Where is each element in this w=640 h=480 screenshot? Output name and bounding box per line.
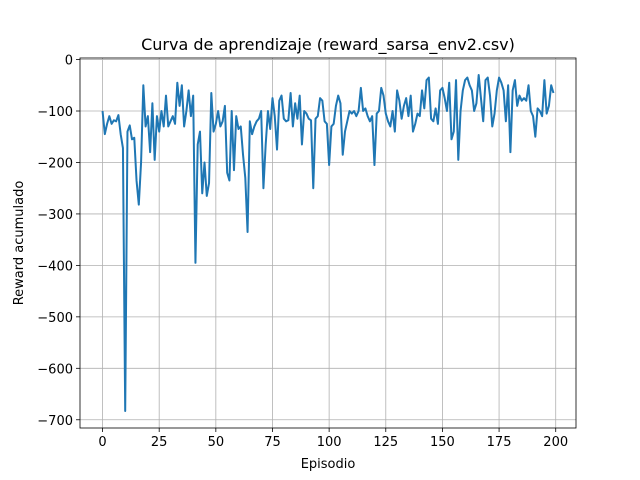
- chart-title: Curva de aprendizaje (reward_sarsa_env2.…: [141, 35, 515, 55]
- y-tick-label: −200: [37, 156, 73, 171]
- x-tick-label: 200: [543, 435, 568, 450]
- x-tick-label: 150: [430, 435, 455, 450]
- x-tick-label: 125: [373, 435, 398, 450]
- y-tick-label: −300: [37, 208, 73, 223]
- y-tick-label: −100: [37, 105, 73, 120]
- y-tick-label: −600: [37, 362, 73, 377]
- y-tick-label: −500: [37, 311, 73, 326]
- x-tick-label: 75: [264, 435, 281, 450]
- data-line: [101, 73, 555, 413]
- x-axis-label: Episodio: [301, 457, 356, 472]
- y-tick-label: −400: [37, 259, 73, 274]
- x-tick-label: 25: [151, 435, 168, 450]
- x-tick-label: 175: [487, 435, 512, 450]
- y-tick-label: −700: [37, 414, 73, 429]
- x-tick-label: 50: [208, 435, 225, 450]
- plot-frame: [79, 57, 577, 429]
- y-tick-label: 0: [65, 54, 73, 69]
- x-tick-label: 0: [98, 435, 106, 450]
- y-axis-label: Reward acumulado: [12, 181, 27, 306]
- x-tick-label: 100: [317, 435, 342, 450]
